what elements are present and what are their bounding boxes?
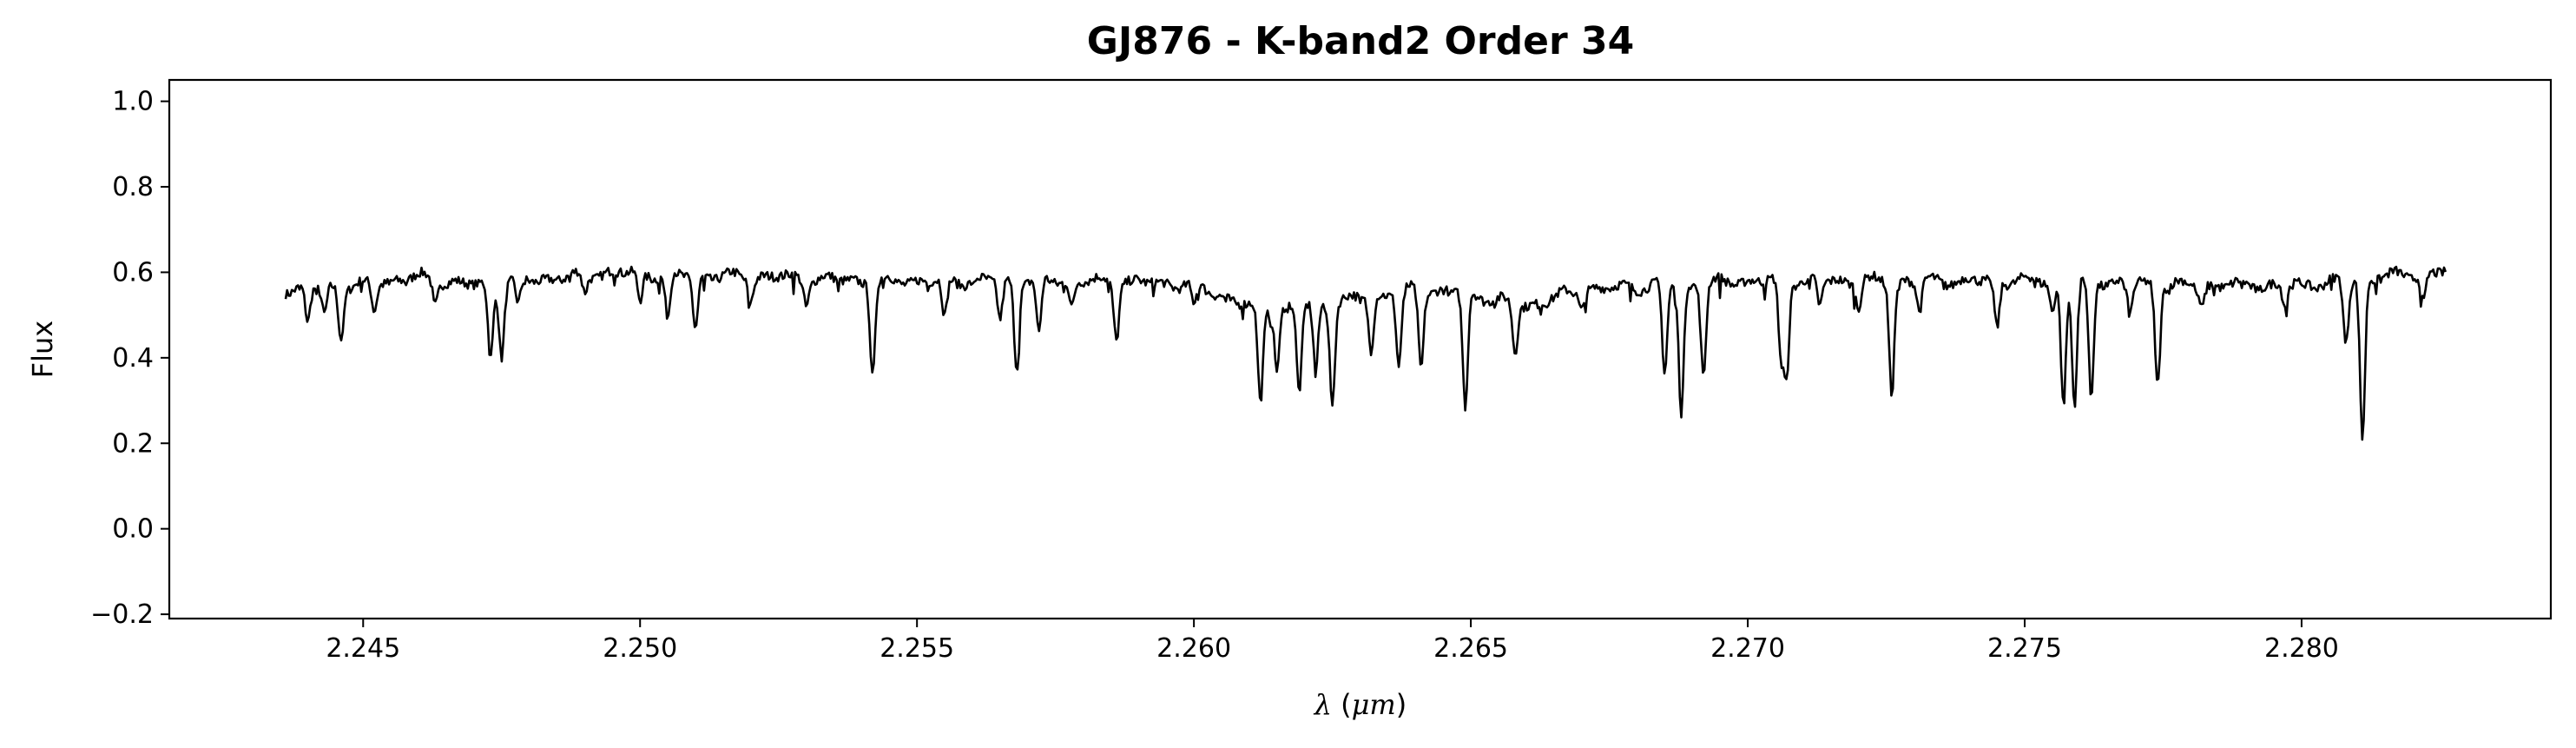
x-axis-label-symbol: λ <box>1313 688 1332 721</box>
plot-axes: 2.245 2.250 2.255 2.260 2.265 2.270 2.275 2.280… <box>90 87 2339 664</box>
x-tick-label: 2.265 <box>1433 633 1508 664</box>
y-tick-label: −0.2 <box>90 599 154 630</box>
x-tick-label: 2.245 <box>326 633 400 664</box>
y-tick-label: 0.8 <box>112 172 154 202</box>
plot-area <box>284 265 2448 441</box>
y-tick-label: 0.0 <box>112 514 154 545</box>
spectrum-line <box>284 265 2448 441</box>
plot-frame <box>168 78 2553 620</box>
x-tick-label: 2.255 <box>880 633 954 664</box>
x-axis-label-open-paren: ( <box>1341 688 1351 721</box>
y-axis-label: Flux <box>26 321 59 379</box>
x-axis-label: λ (μm) <box>1313 688 1407 721</box>
x-tick-label: 2.260 <box>1156 633 1231 664</box>
y-tick-label: 0.4 <box>112 343 154 374</box>
x-tick-label: 2.250 <box>603 633 677 664</box>
chart-title: GJ876 - K-band2 Order 34 <box>1087 19 1634 63</box>
y-tick-label: 0.2 <box>112 428 154 459</box>
x-axis-label-unit: μm <box>1352 688 1396 721</box>
x-axis-label-close-paren: ) <box>1396 688 1407 721</box>
y-tick-label: 0.6 <box>112 257 154 288</box>
x-tick-label: 2.270 <box>1710 633 1785 664</box>
x-tick-label: 2.280 <box>2264 633 2339 664</box>
x-tick-label: 2.275 <box>1987 633 2062 664</box>
y-tick-label: 1.0 <box>112 87 154 117</box>
